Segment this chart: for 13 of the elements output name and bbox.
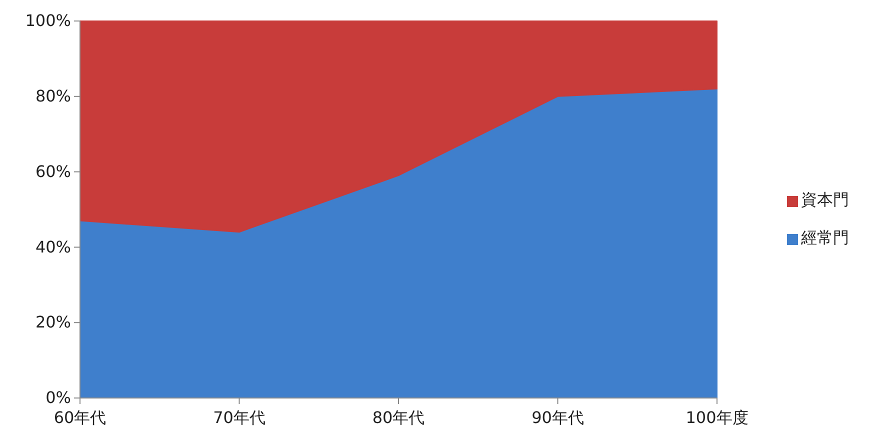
y-tick-label: 0% [46, 388, 71, 408]
y-tick-label: 100% [25, 11, 71, 30]
y-tick-label: 80% [35, 86, 71, 106]
legend-label: 經常門 [800, 228, 849, 247]
y-tick-label: 20% [35, 312, 71, 332]
y-tick-label: 60% [35, 162, 71, 181]
x-tick-label: 70年代 [213, 408, 266, 427]
legend-label: 資本門 [801, 190, 849, 209]
x-tick-label: 80年代 [372, 408, 425, 427]
x-tick-label: 60年代 [54, 408, 106, 427]
x-tick-label: 100年度 [686, 408, 748, 427]
y-tick-label: 40% [35, 237, 71, 256]
x-tick-label: 90年代 [532, 408, 584, 427]
